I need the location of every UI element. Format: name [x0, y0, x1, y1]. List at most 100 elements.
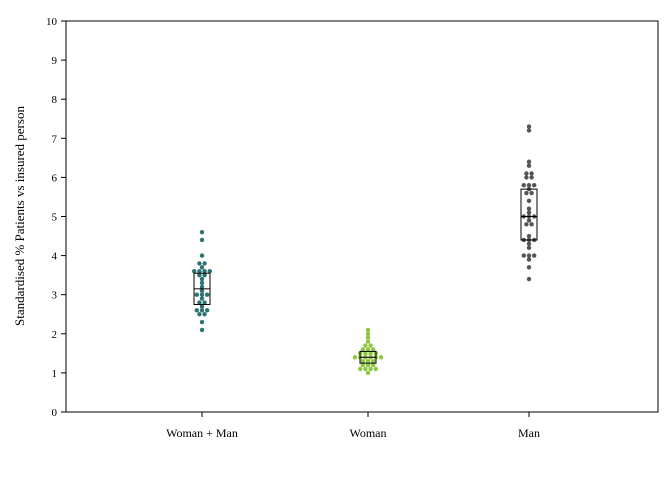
data-point: [205, 292, 210, 297]
data-point: [526, 218, 532, 223]
data-point: [360, 362, 365, 368]
data-point: [532, 183, 537, 188]
data-point: [524, 175, 529, 180]
data-point: [202, 269, 207, 274]
y-axis: 0 1 2 3 4 5 6 7 8 9 10: [46, 16, 66, 419]
data-point: [197, 261, 202, 266]
data-point: [526, 265, 532, 270]
y-tick-label: 8: [52, 94, 58, 106]
data-point: [526, 183, 532, 188]
data-point: [205, 308, 210, 313]
data-point: [378, 355, 384, 360]
data-point: [363, 351, 368, 356]
data-point: [352, 355, 358, 360]
data-point: [199, 319, 205, 325]
data-point: [207, 269, 212, 274]
x-axis: Woman + Man Woman Man: [166, 412, 540, 440]
data-point: [368, 343, 373, 348]
data-point: [199, 296, 205, 301]
data-point: [371, 347, 376, 352]
y-tick-label: 6: [52, 172, 58, 184]
data-point: [524, 190, 529, 196]
data-point: [360, 347, 365, 352]
data-point: [365, 327, 371, 333]
y-tick-label: 5: [52, 212, 58, 224]
data-point: [365, 347, 371, 352]
data-point: [365, 358, 371, 364]
data-point: [363, 343, 368, 348]
data-point: [526, 163, 532, 168]
data-point: [368, 366, 373, 372]
x-tick-label: Man: [518, 426, 540, 440]
y-tick-label: 4: [52, 251, 58, 263]
data-point: [199, 237, 205, 243]
data-point: [526, 276, 532, 282]
data-point: [526, 245, 532, 250]
data-point: [529, 175, 534, 180]
data-point: [365, 335, 371, 340]
data-point: [526, 210, 532, 215]
y-tick-label: 2: [52, 329, 58, 341]
x-tick-label: Woman: [349, 426, 386, 440]
data-point: [202, 261, 207, 266]
data-point: [202, 300, 207, 305]
data-point: [199, 265, 205, 270]
data-point: [199, 288, 205, 293]
data-point: [526, 128, 532, 133]
y-tick-label: 0: [52, 407, 58, 419]
data-point: [526, 233, 532, 239]
data-point: [371, 362, 376, 368]
data-point: [199, 229, 205, 235]
y-tick-label: 10: [46, 16, 58, 28]
data-point: [197, 300, 202, 305]
data-point: [526, 198, 532, 204]
data-point: [202, 272, 207, 278]
data-point: [199, 327, 205, 333]
data-point: [194, 292, 199, 297]
data-point: [192, 269, 197, 274]
plot-area: [192, 124, 538, 376]
y-tick-label: 3: [52, 290, 58, 302]
data-point: [365, 362, 371, 368]
x-tick-label: Woman + Man: [166, 426, 238, 440]
data-point: [199, 308, 205, 313]
data-point: [373, 366, 378, 372]
data-point: [363, 366, 368, 372]
data-point: [358, 366, 363, 372]
series-woman-man: [192, 229, 212, 333]
data-point: [526, 124, 532, 129]
data-point: [365, 370, 371, 376]
data-point: [526, 241, 532, 247]
data-point: [194, 308, 199, 313]
data-point: [202, 312, 207, 317]
data-point: [199, 292, 205, 297]
y-axis-label: Standardised % Patients vs insured perso…: [12, 106, 27, 326]
data-point: [199, 276, 205, 282]
data-point: [526, 257, 532, 262]
data-point: [521, 253, 526, 258]
data-point: [526, 206, 532, 211]
data-point: [365, 339, 371, 344]
data-point: [199, 280, 205, 286]
data-point: [521, 183, 526, 188]
series-woman: [352, 327, 384, 376]
data-point: [526, 159, 532, 164]
data-point: [529, 171, 534, 176]
data-point: [524, 171, 529, 176]
y-tick-label: 9: [52, 55, 58, 67]
y-tick-label: 1: [52, 368, 58, 380]
data-point: [199, 284, 205, 290]
data-point: [365, 331, 371, 336]
series-man: [520, 124, 538, 282]
box: [520, 188, 538, 241]
data-point: [360, 358, 365, 364]
data-point: [529, 222, 534, 227]
data-point: [529, 190, 534, 196]
data-point: [199, 253, 205, 258]
data-point: [371, 358, 376, 364]
data-point: [197, 269, 202, 274]
data-point: [526, 253, 532, 258]
data-point: [532, 253, 537, 258]
data-point: [197, 312, 202, 317]
